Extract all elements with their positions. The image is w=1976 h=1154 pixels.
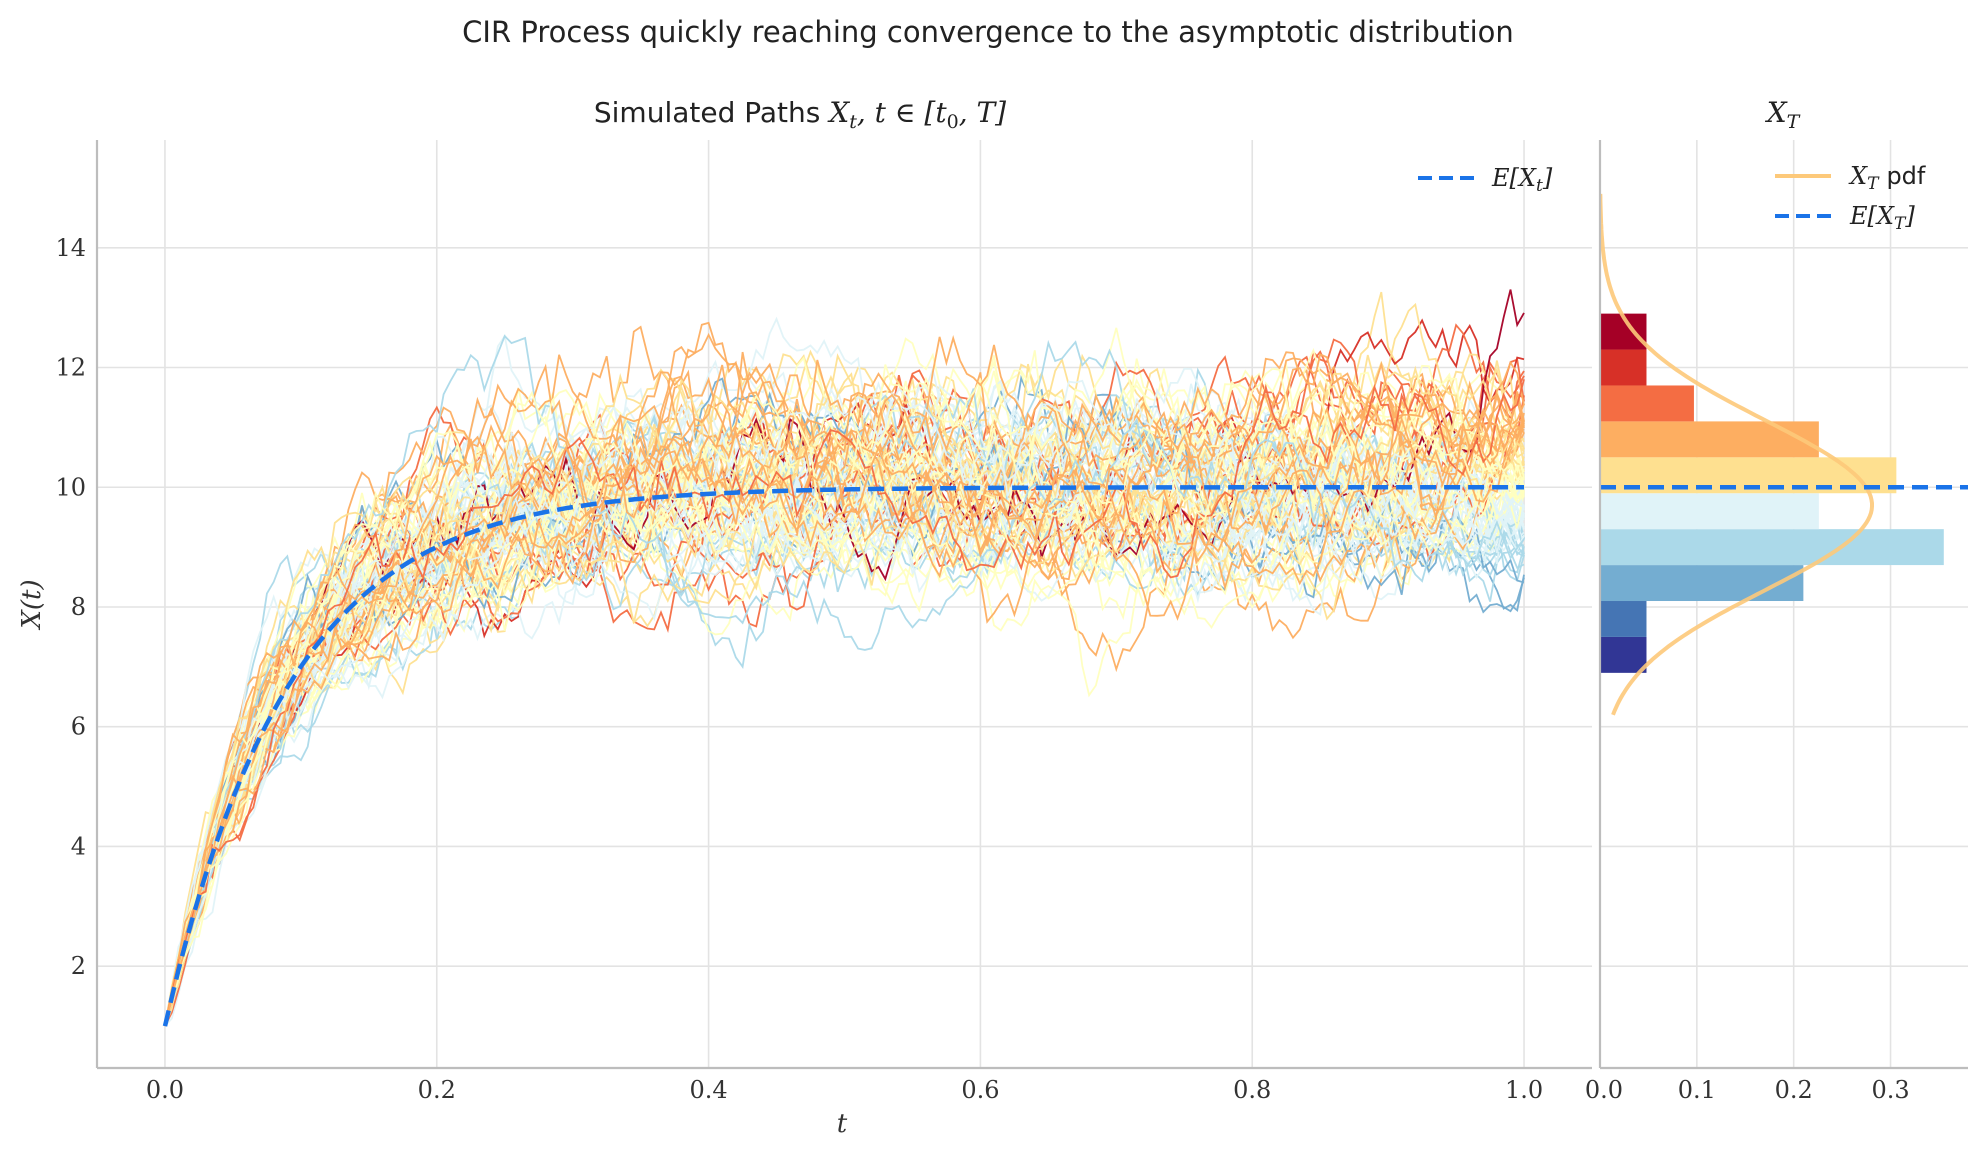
paths-legend: E[Xt] (1418, 164, 1553, 196)
paths-xtick-label: 0.2 (418, 1076, 456, 1104)
hist-title-base: X (1765, 96, 1788, 129)
pdf-line (1600, 193, 1874, 716)
histogram-bar (1600, 529, 1944, 566)
paths-ytick-label: 8 (71, 593, 86, 621)
paths-title-sub: t (849, 111, 857, 133)
legend-mean-end: ] (1542, 164, 1553, 192)
simulated-path (164, 334, 1525, 1027)
legend-pdf-word: pdf (1886, 162, 1925, 190)
paths-xtick-label: 0.4 (690, 1076, 728, 1104)
histogram-bar (1600, 601, 1647, 637)
paths-title-prefix: Simulated Paths (594, 96, 829, 129)
histogram-bar (1600, 636, 1647, 673)
legend-terminal-mean-sub: T (1894, 214, 1907, 234)
simulated-path (164, 371, 1525, 1027)
mean-line (162, 485, 1524, 1027)
hist-xtick-label: 0.2 (1775, 1076, 1813, 1104)
paths-xtick-label: 0.0 (146, 1076, 184, 1104)
mean-line-group (162, 485, 1524, 1027)
paths-ytick-label: 10 (55, 473, 86, 501)
histogram-bar (1600, 349, 1647, 386)
simulated-path (164, 410, 1525, 1027)
simulated-path (164, 365, 1525, 1027)
paths-xlabel: t (837, 1109, 848, 1139)
paths-title-end: , T] (959, 96, 1006, 129)
paths-title-math: X (827, 96, 850, 129)
legend-pdf-label: XT pdf (1848, 162, 1926, 194)
simulated-path (164, 353, 1525, 1027)
paths-x-ticks: 0.0 0.2 0.4 0.6 0.8 1.0 (146, 1076, 1543, 1104)
simulated-path (164, 377, 1525, 1027)
hist-legend: XT pdf E[XT] (1775, 162, 1926, 234)
simulated-path (164, 421, 1525, 1027)
legend-mean-sub: t (1536, 176, 1543, 196)
terminal-distribution-panel: XT 0.0 0.1 0.2 0.3 XT pdf E[XT] (1585, 96, 1968, 1104)
figure-suptitle: CIR Process quickly reaching convergence… (462, 15, 1514, 49)
pdf-group (1600, 193, 1874, 716)
simulated-path (164, 379, 1525, 1027)
paths-title-rest: , t ∈ [t (857, 96, 948, 129)
paths-xtick-label: 0.6 (961, 1076, 999, 1104)
histogram-bar (1600, 421, 1819, 458)
simulated-path (164, 302, 1525, 1027)
simulated-path (164, 363, 1525, 1027)
histogram-bar (1600, 385, 1694, 422)
histogram-bar (1600, 565, 1804, 602)
paths-title: Simulated Paths Xt, t ∈ [t0, T] (594, 96, 1006, 133)
legend-mean-base: E[X (1491, 164, 1537, 192)
legend-pdf-base: X (1848, 162, 1868, 190)
paths-xtick-label: 1.0 (1505, 1076, 1543, 1104)
legend-terminal-mean-label: E[XT] (1849, 202, 1915, 234)
paths-y-ticks: 2 4 6 8 10 12 14 (55, 234, 86, 980)
paths-ylabel: X(t) (17, 579, 47, 630)
paths-ytick-label: 6 (71, 713, 86, 741)
paths-title-sub2: 0 (947, 111, 959, 133)
legend-terminal-mean-base: E[X (1849, 202, 1895, 230)
legend-pdf-sub: T (1867, 174, 1880, 194)
paths-ytick-label: 14 (55, 234, 86, 262)
hist-gridlines (1599, 140, 1968, 1068)
paths-ytick-label: 2 (71, 952, 86, 980)
simulated-paths-panel: Simulated Paths Xt, t ∈ [t0, T] 0.0 0.2 0.… (17, 96, 1592, 1139)
histogram-bar (1600, 493, 1819, 530)
simulated-path (164, 370, 1525, 1027)
paths-xtick-label: 0.8 (1233, 1076, 1271, 1104)
simulated-path (164, 364, 1525, 1027)
hist-xtick-label: 0.0 (1585, 1076, 1623, 1104)
hist-x-ticks: 0.0 0.1 0.2 0.3 (1585, 1076, 1910, 1104)
paths-ytick-label: 12 (55, 354, 86, 382)
hist-title: XT (1765, 96, 1801, 133)
simulated-paths (164, 289, 1525, 1027)
simulated-path (164, 347, 1525, 1027)
simulated-path (164, 351, 1525, 1027)
hist-xtick-label: 0.1 (1678, 1076, 1716, 1104)
simulated-path (164, 379, 1525, 1027)
legend-terminal-mean-end: ] (1904, 202, 1915, 230)
paths-ytick-label: 4 (71, 832, 86, 860)
simulated-path (164, 433, 1525, 1027)
hist-xtick-label: 0.3 (1871, 1076, 1909, 1104)
hist-title-sub: T (1787, 111, 1801, 133)
legend-mean-label: E[Xt] (1491, 164, 1553, 196)
